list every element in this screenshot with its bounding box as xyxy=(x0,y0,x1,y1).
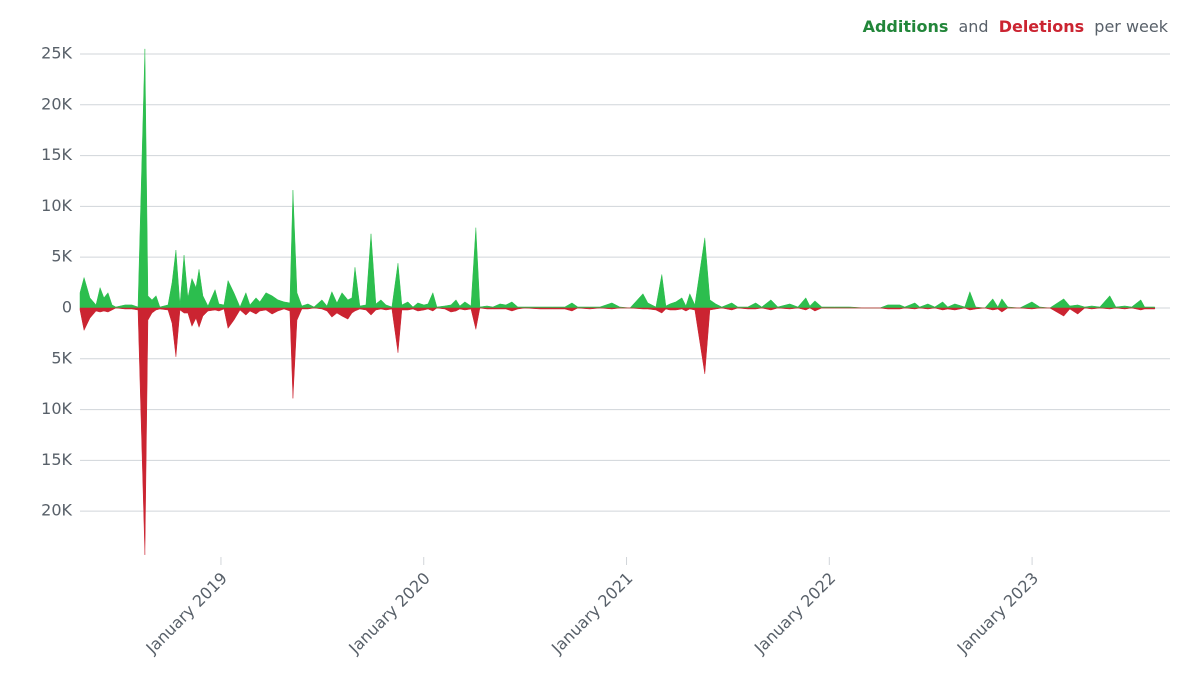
y-tick-label: 25K xyxy=(41,43,72,62)
y-tick-label: 10K xyxy=(41,196,72,215)
legend-suffix: per week xyxy=(1094,17,1168,36)
area xyxy=(79,307,1156,555)
x-tick-label: January 2021 xyxy=(547,569,636,658)
legend-deletions: Deletions xyxy=(999,17,1085,36)
y-tick-label: 5K xyxy=(51,247,72,266)
y-tick-label: 15K xyxy=(41,145,72,164)
legend-joiner: and xyxy=(958,17,988,36)
y-tick-label: 5K xyxy=(51,348,72,367)
y-tick-label: 10K xyxy=(41,399,72,418)
x-tick-label: January 2022 xyxy=(750,569,839,658)
x-tick-label: January 2020 xyxy=(344,569,433,658)
legend-additions: Additions xyxy=(863,17,949,36)
legend: Additions and Deletions per week xyxy=(863,17,1169,36)
x-tick-label: January 2023 xyxy=(953,569,1042,658)
y-tick-label: 20K xyxy=(41,501,72,520)
area xyxy=(79,48,1156,309)
y-tick-label: 15K xyxy=(41,450,72,469)
y-tick-label: 20K xyxy=(41,94,72,113)
x-tick-label: January 2019 xyxy=(142,569,231,658)
y-tick-label: 0 xyxy=(62,297,72,316)
